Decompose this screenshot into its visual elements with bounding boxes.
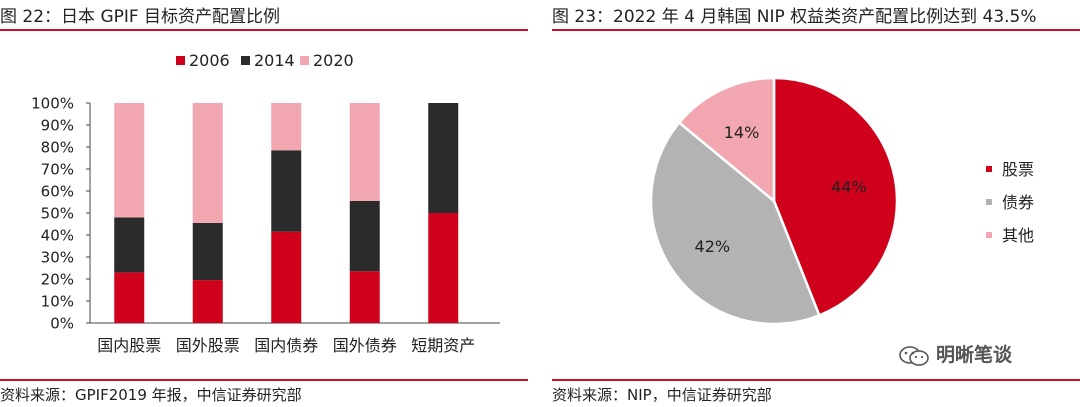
legend-label: 其他 — [1002, 226, 1034, 245]
watermark-text: 明晰笔谈 — [936, 344, 1013, 366]
source-note: 资料来源：GPIF2019 年报，中信证券研究部 — [0, 386, 302, 404]
x-tick-label: 国外债券 — [333, 336, 397, 355]
legend-label: 股票 — [1002, 160, 1034, 179]
legend-swatch — [986, 199, 992, 205]
legend-label: 2014 — [254, 51, 295, 70]
legend-label: 债券 — [1002, 193, 1034, 212]
left-chart-panel: 图 22：日本 GPIF 目标资产配置比例 2006 2014 2020 0% 10% 2… — [0, 0, 528, 407]
bar-segment — [349, 271, 380, 323]
chart-title: 图 22：日本 GPIF 目标资产配置比例 — [0, 7, 281, 27]
bar-segment — [428, 103, 459, 213]
title-rule — [552, 29, 1080, 31]
bar-segment — [192, 222, 223, 281]
legend-swatch — [986, 166, 992, 172]
source-rule — [0, 379, 528, 381]
legend-swatch — [176, 56, 185, 65]
bar-segment — [428, 213, 459, 323]
y-tick-label: 100% — [31, 95, 74, 113]
bar-segment — [114, 272, 145, 323]
slice-label: 14% — [724, 123, 760, 142]
y-tick-label: 10% — [41, 293, 74, 311]
legend-swatch — [300, 56, 309, 65]
source-rule — [552, 379, 1080, 381]
y-tick-label: 80% — [41, 139, 74, 157]
slice-label: 44% — [831, 178, 867, 197]
pie-slice — [677, 76, 776, 204]
x-tick-label: 短期资产 — [411, 336, 475, 355]
title-rule — [0, 29, 528, 31]
x-tick-label: 国内股票 — [97, 336, 161, 355]
y-tick-label: 40% — [41, 227, 74, 245]
y-tick-label: 30% — [41, 249, 74, 267]
source-note: 资料来源：NIP，中信证券研究部 — [552, 386, 772, 404]
legend-swatch — [241, 56, 250, 65]
y-tick-label: 60% — [41, 183, 74, 201]
bar-segment — [114, 103, 145, 218]
y-tick-label: 70% — [41, 161, 74, 179]
stacked-bar-chart: 2006 2014 2020 0% 10% 20% 30% 40% 50% 60% 70% 80% 90… — [31, 51, 500, 355]
x-tick-label: 国外股票 — [176, 336, 240, 355]
pie-slice — [772, 76, 899, 317]
x-tick-label: 国内债券 — [254, 336, 318, 355]
bar-segment — [114, 217, 145, 273]
legend-label: 2006 — [189, 51, 230, 70]
right-chart-panel: 图 23：2022 年 4 月韩国 NIP 权益类资产配置比例达到 43.5% … — [552, 0, 1080, 407]
bar-segment — [271, 103, 302, 151]
y-tick-label: 90% — [41, 117, 74, 135]
y-tick-label: 0% — [50, 315, 74, 333]
bar-segment — [271, 150, 302, 232]
legend-label: 2020 — [313, 51, 354, 70]
y-tick-label: 20% — [41, 271, 74, 289]
bar-segment — [192, 103, 223, 223]
bar-segment — [349, 103, 380, 201]
wechat-icon — [899, 345, 929, 366]
pie-slice — [649, 120, 821, 326]
bar-segment — [271, 231, 302, 323]
watermark: 明晰笔谈 — [898, 340, 1012, 367]
y-tick-label: 50% — [41, 205, 74, 223]
slice-label: 42% — [695, 237, 731, 256]
chart-title: 图 23：2022 年 4 月韩国 NIP 权益类资产配置比例达到 43.5% — [552, 7, 1037, 27]
bar-segment — [192, 280, 223, 323]
legend-swatch — [986, 232, 992, 238]
bar-segment — [349, 200, 380, 272]
